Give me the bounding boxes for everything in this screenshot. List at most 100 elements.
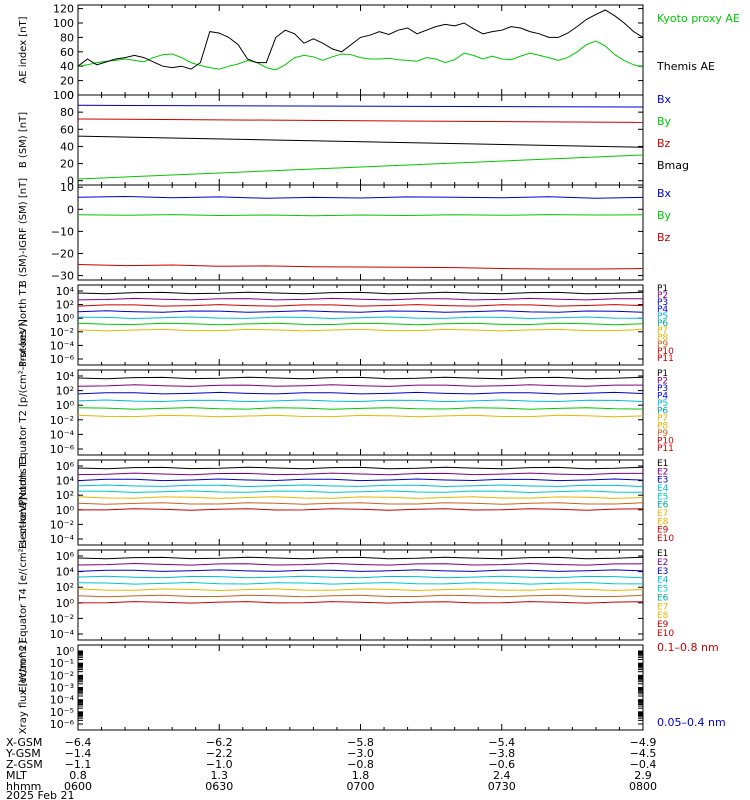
panel-frame: [77, 369, 644, 456]
y-tick-label: 10²: [56, 299, 74, 312]
legend-entry: E7: [657, 602, 668, 612]
legend-entry: E9: [657, 620, 669, 630]
flux-trace: [77, 484, 644, 488]
y-axis-label: Protons Equator T2 [p/(cm²-s-sr-keV)]: [18, 319, 29, 506]
tick-value: −0.8: [347, 758, 374, 771]
legend-entry: P8: [657, 333, 668, 343]
y-tick-label: 100: [53, 89, 74, 102]
y-tick-label: 10⁴: [56, 370, 75, 383]
flux-trace: [77, 502, 644, 505]
legend-entry: E2: [657, 467, 668, 477]
y-tick-label: 0: [67, 89, 74, 102]
y-tick-label: 80: [60, 106, 74, 119]
y-tick-label: 10⁻⁶: [50, 443, 75, 456]
y-tick-label: 10: [60, 181, 74, 194]
series-bmag: [77, 135, 644, 148]
legend-entry: P2: [657, 377, 668, 387]
legend-entry: P3: [657, 384, 668, 394]
legend-entry: E9: [657, 526, 669, 536]
flux-trace: [77, 322, 644, 326]
y-tick-label: 10⁰: [56, 645, 75, 658]
legend-entry: Bz: [657, 137, 671, 150]
tick-value: 0730: [488, 780, 516, 793]
tick-value: −5.4: [488, 736, 515, 749]
flux-trace: [77, 562, 644, 566]
legend-entry: P10: [657, 437, 674, 447]
y-tick-label: 10⁶: [56, 550, 75, 563]
legend-entry: 0.1–0.8 nm: [657, 641, 719, 654]
tick-value: 0.8: [69, 769, 87, 782]
y-tick-label: 10⁻¹: [50, 657, 74, 670]
flux-trace: [77, 575, 644, 579]
y-axis-label: B (SM) [nT]: [18, 112, 29, 168]
legend-entry: Bx: [657, 93, 672, 106]
legend-entry: P4: [657, 392, 668, 402]
flux-trace: [77, 304, 644, 307]
legend-entry: E8: [657, 611, 669, 621]
tick-value: 1.8: [352, 769, 370, 782]
flux-trace: [77, 581, 644, 585]
date-label: 2025 Feb 21: [6, 789, 74, 800]
y-tick-label: 10⁻⁴: [50, 694, 75, 707]
y-tick-label: 10²: [56, 581, 74, 594]
y-tick-label: 80: [60, 31, 74, 44]
y-tick-label: −30: [51, 270, 74, 283]
tick-value: −1.4: [65, 747, 92, 760]
y-tick-label: 10⁻²: [50, 414, 74, 427]
y-tick-label: 10⁰: [56, 312, 75, 325]
legend-entry: P5: [657, 399, 668, 409]
y-tick-label: 120: [53, 3, 74, 16]
flux-trace: [77, 399, 644, 403]
y-tick-label: 10⁻⁴: [50, 339, 75, 352]
flux-trace: [77, 601, 644, 604]
legend-entry: E10: [657, 534, 674, 544]
flux-trace: [77, 291, 644, 295]
tick-value: −6.4: [65, 736, 92, 749]
legend-entry: Bx: [657, 187, 672, 200]
tick-value: −5.8: [347, 736, 374, 749]
legend-entry: 0.05–0.4 nm: [657, 716, 726, 729]
series-bz: [77, 118, 644, 123]
panel-frame: [77, 644, 644, 731]
legend-entry: P11: [657, 444, 674, 454]
legend-entry: P8: [657, 422, 668, 432]
tick-value: −3.0: [347, 747, 374, 760]
legend-entry: E1: [657, 459, 668, 469]
legend-entry: E4: [657, 484, 669, 494]
legend-entry: P7: [657, 326, 668, 336]
series-kyoto-proxy-ae: [77, 40, 644, 71]
legend-entry: E10: [657, 629, 674, 639]
tick-value: 0630: [205, 780, 233, 793]
flux-trace: [77, 472, 643, 476]
y-tick-label: 20: [60, 158, 74, 171]
row-label: hhmm: [6, 780, 41, 793]
y-tick-label: 10⁴: [56, 285, 75, 298]
tick-value: 2.4: [493, 769, 511, 782]
flux-trace: [77, 490, 644, 494]
legend-entry: E3: [657, 476, 668, 486]
y-tick-label: 10⁴: [56, 475, 75, 488]
tick-value: −1.0: [206, 758, 233, 771]
flux-trace: [77, 384, 643, 387]
legend-entry: Themis AE: [656, 60, 715, 73]
flux-trace: [77, 569, 644, 572]
tick-value: 2.9: [634, 769, 652, 782]
flux-trace: [77, 556, 644, 560]
flux-trace: [77, 414, 644, 418]
legend-entry: P2: [657, 291, 668, 301]
legend-entry: Bz: [657, 231, 671, 244]
flux-trace: [78, 508, 644, 511]
series-by: [77, 214, 644, 217]
y-tick-label: 60: [60, 123, 74, 136]
y-tick-label: 10⁻³: [50, 682, 74, 695]
y-tick-label: 10⁻²: [50, 518, 74, 531]
legend-entry: By: [657, 209, 672, 222]
tick-value: −4.5: [630, 747, 657, 760]
y-axis-label: Electrons Equator T4 [e/(cm²-s-sr-keV)]: [18, 497, 29, 692]
legend-entry: P9: [657, 429, 668, 439]
tick-value: −3.8: [488, 747, 515, 760]
